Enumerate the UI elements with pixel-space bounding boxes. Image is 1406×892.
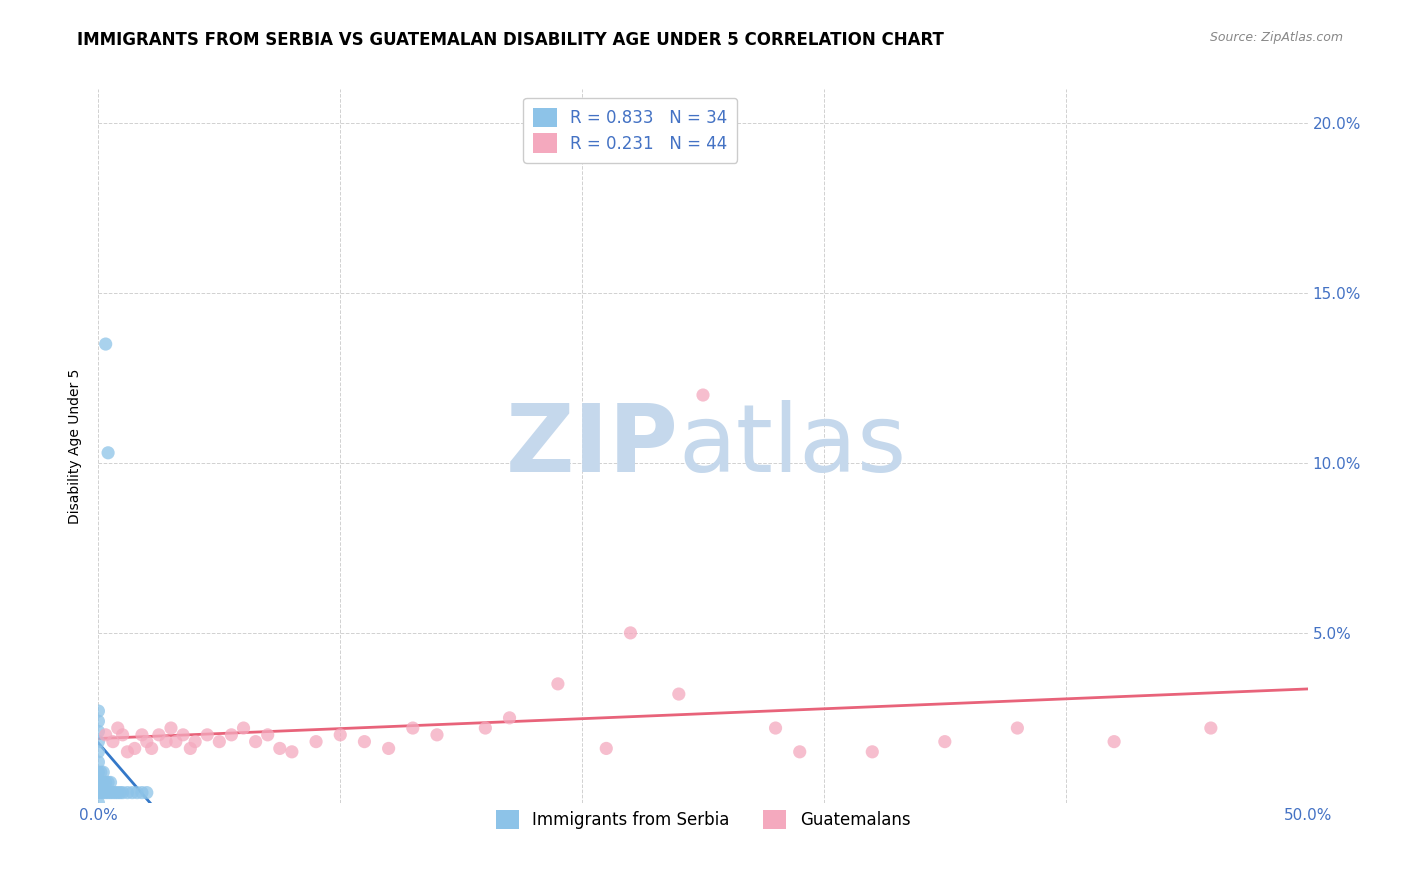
Point: [281, 745, 304, 759]
Point: [117, 786, 139, 800]
Text: ZIP: ZIP: [506, 400, 679, 492]
Point: [117, 745, 139, 759]
Text: atlas: atlas: [679, 400, 907, 492]
Point: [179, 741, 201, 756]
Point: [498, 711, 520, 725]
Point: [172, 728, 194, 742]
Point: [91, 775, 114, 789]
Point: [245, 734, 267, 748]
Point: [595, 741, 617, 756]
Point: [91, 765, 114, 780]
Point: [232, 721, 254, 735]
Point: [107, 786, 129, 800]
Point: [104, 786, 127, 800]
Point: [100, 775, 122, 789]
Point: [377, 741, 399, 756]
Point: [101, 734, 124, 748]
Point: [100, 786, 122, 800]
Point: [765, 721, 787, 735]
Point: [87, 745, 110, 759]
Point: [94, 786, 117, 800]
Point: [107, 721, 129, 735]
Point: [131, 786, 153, 800]
Point: [94, 337, 117, 351]
Point: [124, 741, 146, 756]
Point: [111, 786, 134, 800]
Point: [94, 775, 117, 789]
Point: [131, 728, 153, 742]
Point: [97, 446, 120, 460]
Point: [141, 741, 163, 756]
Point: [692, 388, 714, 402]
Point: [160, 721, 183, 735]
Point: [860, 745, 883, 759]
Point: [135, 786, 157, 800]
Text: IMMIGRANTS FROM SERBIA VS GUATEMALAN DISABILITY AGE UNDER 5 CORRELATION CHART: IMMIGRANTS FROM SERBIA VS GUATEMALAN DIS…: [77, 31, 945, 49]
Point: [87, 724, 110, 739]
Y-axis label: Disability Age Under 5: Disability Age Under 5: [69, 368, 83, 524]
Point: [87, 765, 110, 780]
Point: [87, 734, 110, 748]
Point: [97, 775, 120, 789]
Point: [269, 741, 291, 756]
Point: [619, 626, 641, 640]
Point: [402, 721, 425, 735]
Point: [87, 714, 110, 729]
Point: [165, 734, 187, 748]
Point: [155, 734, 177, 748]
Point: [195, 728, 218, 742]
Legend: Immigrants from Serbia, Guatemalans: Immigrants from Serbia, Guatemalans: [488, 801, 918, 838]
Point: [353, 734, 375, 748]
Point: [90, 765, 112, 780]
Point: [135, 734, 157, 748]
Point: [668, 687, 690, 701]
Point: [87, 775, 110, 789]
Point: [90, 775, 112, 789]
Point: [474, 721, 496, 735]
Point: [256, 728, 278, 742]
Point: [121, 786, 143, 800]
Point: [87, 786, 110, 800]
Point: [789, 745, 811, 759]
Point: [1007, 721, 1029, 735]
Point: [87, 755, 110, 769]
Point: [1102, 734, 1125, 748]
Point: [97, 786, 120, 800]
Point: [111, 728, 134, 742]
Point: [108, 786, 131, 800]
Point: [426, 728, 449, 742]
Point: [148, 728, 170, 742]
Point: [127, 786, 149, 800]
Point: [184, 734, 207, 748]
Text: Source: ZipAtlas.com: Source: ZipAtlas.com: [1209, 31, 1343, 45]
Point: [101, 786, 124, 800]
Point: [90, 786, 112, 800]
Point: [305, 734, 328, 748]
Point: [329, 728, 352, 742]
Point: [94, 728, 117, 742]
Point: [91, 786, 114, 800]
Point: [208, 734, 231, 748]
Point: [934, 734, 956, 748]
Point: [1199, 721, 1222, 735]
Point: [87, 796, 110, 810]
Point: [547, 677, 569, 691]
Point: [221, 728, 243, 742]
Point: [87, 704, 110, 718]
